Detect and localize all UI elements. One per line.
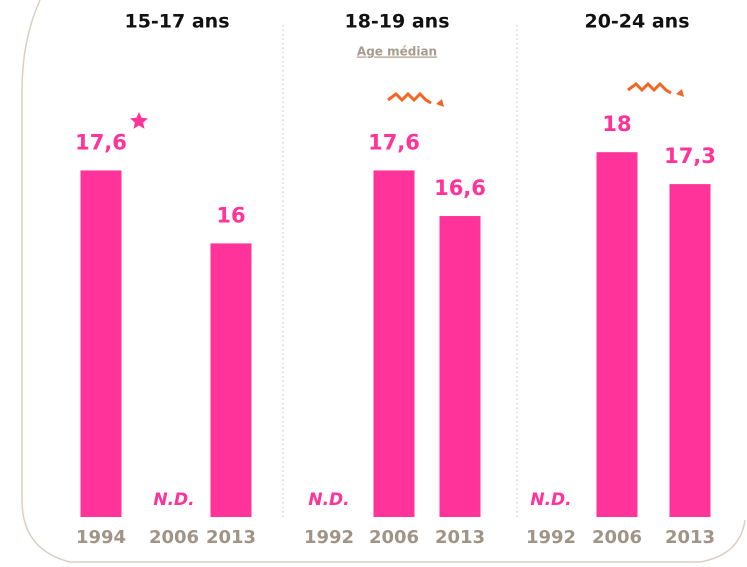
- no-data-label: N.D.: [530, 490, 571, 510]
- value-label: 18: [602, 112, 631, 136]
- no-data-label: N.D.: [308, 490, 349, 510]
- x-tick-label: 2013: [665, 527, 715, 548]
- bar: [596, 152, 638, 517]
- no-data-label: N.D.: [153, 490, 194, 510]
- panel-title: 18-19 ans: [344, 11, 449, 33]
- value-label: 17,3: [664, 144, 716, 168]
- panel-title: 20-24 ans: [584, 11, 689, 33]
- bar: [80, 170, 122, 517]
- bar: [210, 243, 252, 517]
- value-label: 16,6: [434, 176, 486, 200]
- value-label: 17,6: [75, 130, 127, 154]
- x-tick-label: 1994: [76, 527, 126, 548]
- bar: [373, 170, 415, 517]
- x-tick-label: 1992: [526, 527, 576, 548]
- trend-arrow: [627, 81, 684, 97]
- bar: [669, 184, 711, 517]
- value-label: 17,6: [368, 130, 420, 154]
- x-tick-label: 2006: [149, 527, 199, 548]
- x-tick-label: 1992: [304, 527, 354, 548]
- trend-arrow: [387, 91, 444, 107]
- x-tick-label: 2013: [435, 527, 485, 548]
- x-tick-label: 2006: [369, 527, 419, 548]
- star-icon: [130, 112, 148, 129]
- x-tick-label: 2013: [206, 527, 256, 548]
- bar: [439, 216, 481, 518]
- frame: [21, 0, 746, 563]
- x-tick-label: 2006: [592, 527, 642, 548]
- value-label: 16: [216, 203, 245, 227]
- panel-subtitle: Age médian: [357, 45, 437, 59]
- panel-title: 15-17 ans: [124, 11, 229, 33]
